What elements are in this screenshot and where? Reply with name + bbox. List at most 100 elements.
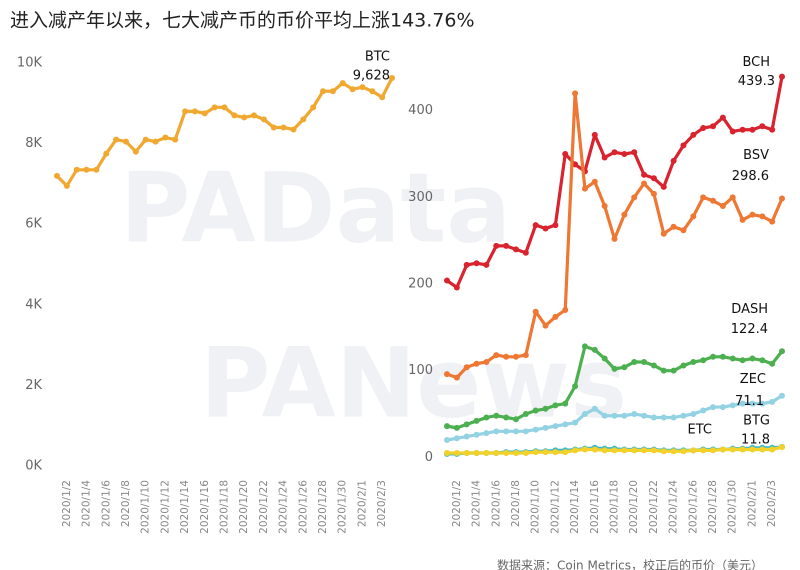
data-point xyxy=(670,157,677,164)
data-point xyxy=(221,104,228,111)
data-point xyxy=(369,88,376,95)
data-point xyxy=(631,194,638,201)
data-point xyxy=(670,448,677,455)
x-tick-label: 2020/1/22 xyxy=(258,480,270,534)
data-point xyxy=(532,222,539,229)
data-point xyxy=(631,149,638,156)
value-label: 71.1 xyxy=(735,394,764,409)
data-point xyxy=(591,405,598,412)
value-label: 298.6 xyxy=(732,169,769,184)
data-point xyxy=(83,166,90,173)
data-point xyxy=(542,322,549,329)
data-point xyxy=(473,417,480,424)
data-point xyxy=(581,185,588,192)
y-tick-label: 0 xyxy=(425,450,433,465)
data-point xyxy=(260,116,267,123)
x-tick-label: 2020/1/20 xyxy=(238,480,250,534)
data-point xyxy=(270,124,277,131)
data-point xyxy=(63,182,70,189)
data-point xyxy=(572,90,579,97)
data-point xyxy=(759,400,766,407)
data-point xyxy=(542,225,549,232)
watermark: PAData xyxy=(120,152,511,264)
value-label: 439.3 xyxy=(738,74,775,89)
data-point xyxy=(719,446,726,453)
data-point xyxy=(379,94,386,101)
data-point xyxy=(562,400,569,407)
data-point xyxy=(611,235,618,242)
y-tick-label: 0K xyxy=(25,459,42,474)
data-point xyxy=(503,414,510,421)
data-point xyxy=(522,411,529,417)
data-point xyxy=(463,450,470,456)
y-tick-label: 6K xyxy=(25,217,42,232)
data-point xyxy=(522,450,529,456)
data-point xyxy=(779,195,785,202)
data-point xyxy=(562,151,569,157)
data-point xyxy=(532,407,539,414)
data-point xyxy=(621,151,628,157)
data-point xyxy=(700,357,707,364)
data-point xyxy=(749,446,756,453)
data-point xyxy=(73,166,80,173)
data-point xyxy=(562,307,569,313)
data-point xyxy=(621,211,628,218)
x-tick-label: 2020/1/30 xyxy=(727,480,739,534)
data-point xyxy=(113,136,120,143)
data-point xyxy=(690,411,697,417)
data-point xyxy=(611,365,618,372)
x-tick-label: 2020/1/4 xyxy=(81,480,93,527)
data-point xyxy=(769,446,776,453)
x-tick-label: 2020/1/4 xyxy=(471,480,483,527)
x-tick-label: 2020/1/14 xyxy=(179,480,191,534)
data-point xyxy=(650,447,657,454)
data-point xyxy=(680,227,687,234)
series-label: BTC xyxy=(365,49,390,64)
data-point xyxy=(542,424,549,431)
data-point xyxy=(611,412,618,419)
data-point xyxy=(710,197,717,204)
data-point xyxy=(660,448,667,455)
series-label: ZEC xyxy=(740,372,766,387)
data-point xyxy=(444,371,450,378)
data-point xyxy=(641,180,648,187)
data-point xyxy=(749,126,756,133)
data-point xyxy=(739,126,746,133)
data-point xyxy=(700,407,707,414)
y-tick-label: 4K xyxy=(25,297,42,312)
data-point xyxy=(641,412,648,419)
data-point xyxy=(444,450,450,456)
data-point xyxy=(503,242,510,249)
data-point xyxy=(483,261,490,268)
data-point xyxy=(729,446,736,453)
data-point xyxy=(512,416,519,423)
data-point xyxy=(503,428,510,435)
data-point xyxy=(700,125,707,131)
data-point xyxy=(660,367,667,374)
data-point xyxy=(359,84,366,91)
data-point xyxy=(552,402,559,409)
data-point xyxy=(512,428,519,435)
data-point xyxy=(532,308,539,315)
data-point xyxy=(152,138,159,145)
data-point xyxy=(581,343,588,350)
y-tick-label: 200 xyxy=(408,277,433,292)
data-point xyxy=(503,353,510,360)
data-point xyxy=(719,353,726,360)
data-point xyxy=(641,171,648,178)
data-point xyxy=(710,447,717,454)
x-tick-label: 2020/1/8 xyxy=(120,480,132,527)
source-note: 数据来源：Coin Metrics，校正后的币价（美元） xyxy=(497,558,763,570)
data-point xyxy=(103,150,110,157)
data-point xyxy=(650,190,657,197)
x-tick-label: 2020/1/2 xyxy=(451,480,463,527)
data-point xyxy=(660,414,667,421)
data-point xyxy=(572,383,579,390)
data-point xyxy=(700,194,707,201)
data-point xyxy=(132,148,139,155)
data-point xyxy=(591,131,598,138)
data-point xyxy=(211,104,218,111)
data-point xyxy=(444,277,450,284)
data-point xyxy=(552,449,559,456)
